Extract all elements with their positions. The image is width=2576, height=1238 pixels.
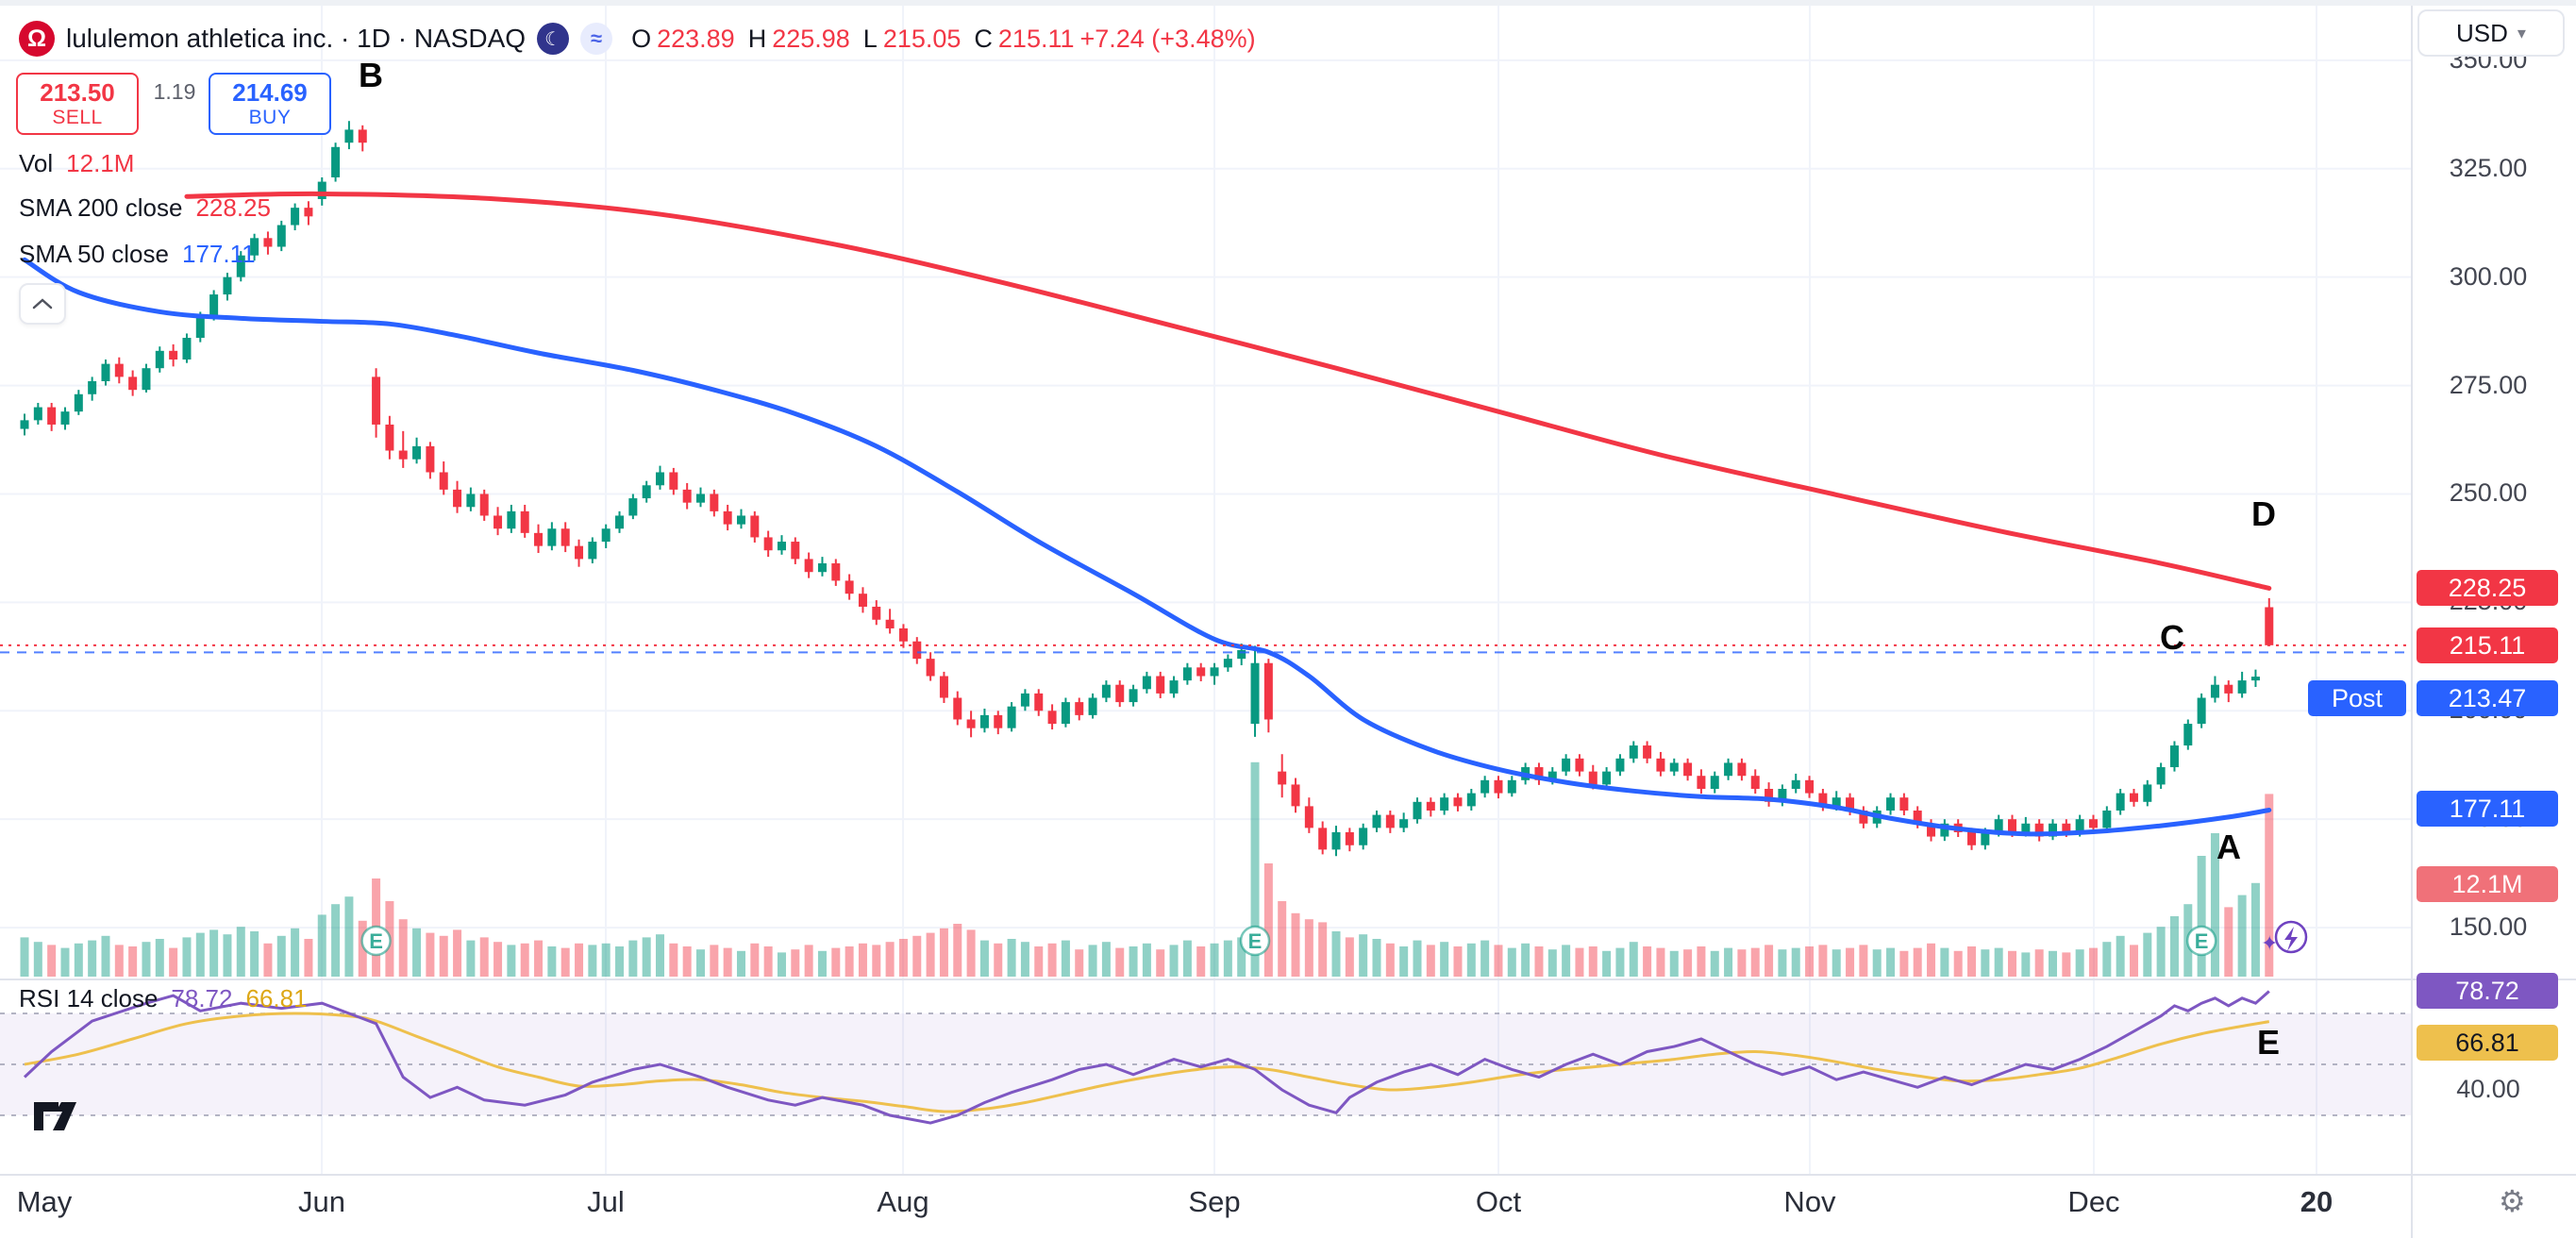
time-axis-label[interactable]: May [16,1185,73,1218]
currency-selector[interactable]: USD ▾ [2417,9,2565,57]
symbol-title[interactable]: lululemon athletica inc. · 1D · NASDAQ [66,24,527,53]
earnings-e-marker[interactable] [1239,925,1271,957]
annotation-letter-e: E [2256,1023,2281,1062]
lululemon-logo-icon: Ω [19,21,55,57]
svg-text:E: E [2195,929,2209,953]
earnings-e-marker[interactable] [360,925,392,957]
chevron-up-icon [32,298,53,310]
chevron-down-icon: ▾ [2517,23,2526,42]
price-axis-label[interactable]: 325.00 [2449,153,2528,182]
rsi-ma-badge: 66.81 [2417,1025,2558,1061]
annotation-letter-b: B [359,56,383,94]
tradingview-logo[interactable] [34,1102,77,1135]
rsi-ma-line [24,1012,2270,1113]
time-axis-label[interactable]: Jul [587,1185,625,1218]
sma50-price-badge: 177.11 [2417,791,2558,827]
gear-icon[interactable]: ⚙ [2499,1184,2526,1218]
sma50-line [22,257,2272,837]
sparkle-icon: ✦ [2261,931,2278,955]
time-axis-label[interactable]: Aug [877,1185,929,1218]
last-price-badge: 215.11 [2417,627,2558,663]
symbol-legend: Ω lululemon athletica inc. · 1D · NASDAQ… [19,21,1256,57]
time-axis-label[interactable]: Nov [1783,1185,1836,1218]
annotation-letter-c: C [2160,618,2184,657]
sell-button[interactable]: 213.50 SELL [16,73,139,135]
rsi-line [23,990,2270,1125]
sma50-legend[interactable]: SMA 50 close 177.11 [19,240,256,269]
svg-text:E: E [369,929,383,953]
rsi-ma-legend-value: 66.81 [245,984,308,1012]
buy-button[interactable]: 214.69 BUY [209,73,331,135]
time-axis-label[interactable]: Dec [2067,1185,2120,1218]
sma200-legend[interactable]: SMA 200 close 228.25 [19,193,271,223]
rsi-axis-label[interactable]: 40.00 [2456,1075,2520,1103]
change-value: +7.24 (+3.48%) [1079,24,1256,53]
low-label: L [862,24,878,53]
legend-collapse-button[interactable] [19,283,66,325]
volume-legend-label: Vol [19,149,54,177]
ideas-wave-icon[interactable]: ≈ [580,23,613,55]
time-axis-label[interactable]: 20 [2300,1185,2333,1218]
close-value: 215.11 [997,24,1075,53]
time-axis-label[interactable]: Oct [1475,1185,1522,1218]
price-axis-label[interactable]: 250.00 [2449,478,2528,508]
bid-ask-spread: 1.19 [153,79,196,104]
open-label: O [631,24,652,53]
volume-legend[interactable]: Vol 12.1M [19,149,134,178]
market-closed-moon-icon[interactable]: ☾ [537,23,570,55]
rsi-legend-label: RSI 14 close [19,984,159,1012]
sma200-price-badge: 228.25 [2417,570,2558,606]
rsi-legend-value: 78.72 [171,984,233,1012]
price-axis-label[interactable]: 300.00 [2449,261,2528,291]
chart-plot-area: E E E ✦ [0,0,2412,1175]
ohlc-quote: O 223.89 H 225.98 L 215.05 C 215.11 +7.24 (+… [624,25,1256,54]
sma50-legend-label: SMA 50 close [19,240,169,268]
rsi-legend[interactable]: RSI 14 close 78.72 66.81 [19,984,308,1013]
sma200-legend-label: SMA 200 close [19,193,183,222]
window-top-strip [0,0,2576,6]
time-axis-label[interactable]: Jun [298,1185,345,1218]
low-value: 215.05 [882,24,962,53]
sma50-legend-value: 177.11 [181,240,256,268]
high-value: 225.98 [772,24,850,53]
price-axis-label[interactable]: 275.00 [2449,370,2528,399]
volume-legend-value: 12.1M [66,149,135,177]
high-label: H [747,24,767,53]
post-market-price-badge: 213.47 [2417,680,2558,716]
post-market-price-badge-prefix: Post [2308,680,2406,716]
earnings-e-marker[interactable] [2185,925,2217,957]
volume-badge: 12.1M [2417,866,2558,902]
sma200-line [184,191,2272,591]
svg-text:E: E [1248,929,1263,953]
sell-label: SELL [52,106,103,128]
buy-label: BUY [248,106,292,128]
annotation-letter-d: D [2251,494,2276,533]
sma200-legend-value: 228.25 [195,193,271,222]
sell-price: 213.50 [40,77,115,107]
time-axis-label[interactable]: Sep [1188,1185,1241,1218]
buy-price: 214.69 [232,77,308,107]
annotation-letter-a: A [2216,828,2241,866]
currency-value: USD [2456,18,2508,47]
close-label: C [974,24,993,53]
rsi-badge: 78.72 [2417,973,2558,1009]
price-axis-label[interactable]: 150.00 [2449,912,2528,942]
open-value: 223.89 [657,24,735,53]
